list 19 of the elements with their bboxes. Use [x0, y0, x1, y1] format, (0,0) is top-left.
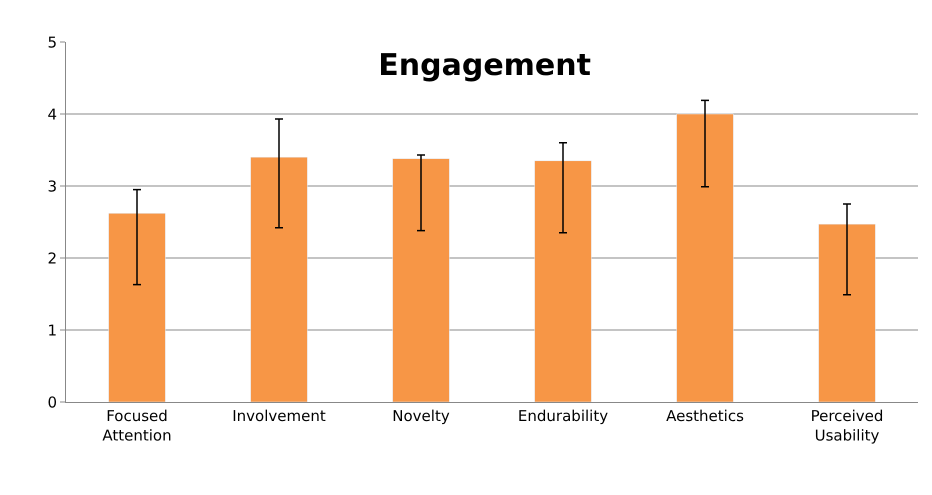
- bar: [392, 158, 450, 402]
- y-tick-label: 3: [47, 177, 57, 196]
- x-tick-label: Perceived Usability: [810, 407, 884, 444]
- bar: [108, 213, 166, 402]
- x-tick-label: Endurability: [518, 407, 608, 425]
- bar: [676, 114, 734, 402]
- y-tick-label: 1: [47, 321, 57, 340]
- y-tick-label: 5: [47, 33, 57, 52]
- chart-title: Engagement: [378, 48, 591, 83]
- bar: [250, 156, 308, 402]
- bar: [818, 224, 876, 402]
- y-tick-label: 0: [47, 393, 57, 412]
- y-tick-label: 2: [47, 249, 57, 268]
- x-tick-label: Involvement: [232, 407, 326, 425]
- bar: [534, 160, 592, 402]
- x-tick-label: Focused Attention: [102, 407, 172, 444]
- y-tick-label: 4: [47, 105, 57, 124]
- x-tick-label: Novelty: [392, 407, 450, 425]
- x-tick-label: Aesthetics: [666, 407, 744, 425]
